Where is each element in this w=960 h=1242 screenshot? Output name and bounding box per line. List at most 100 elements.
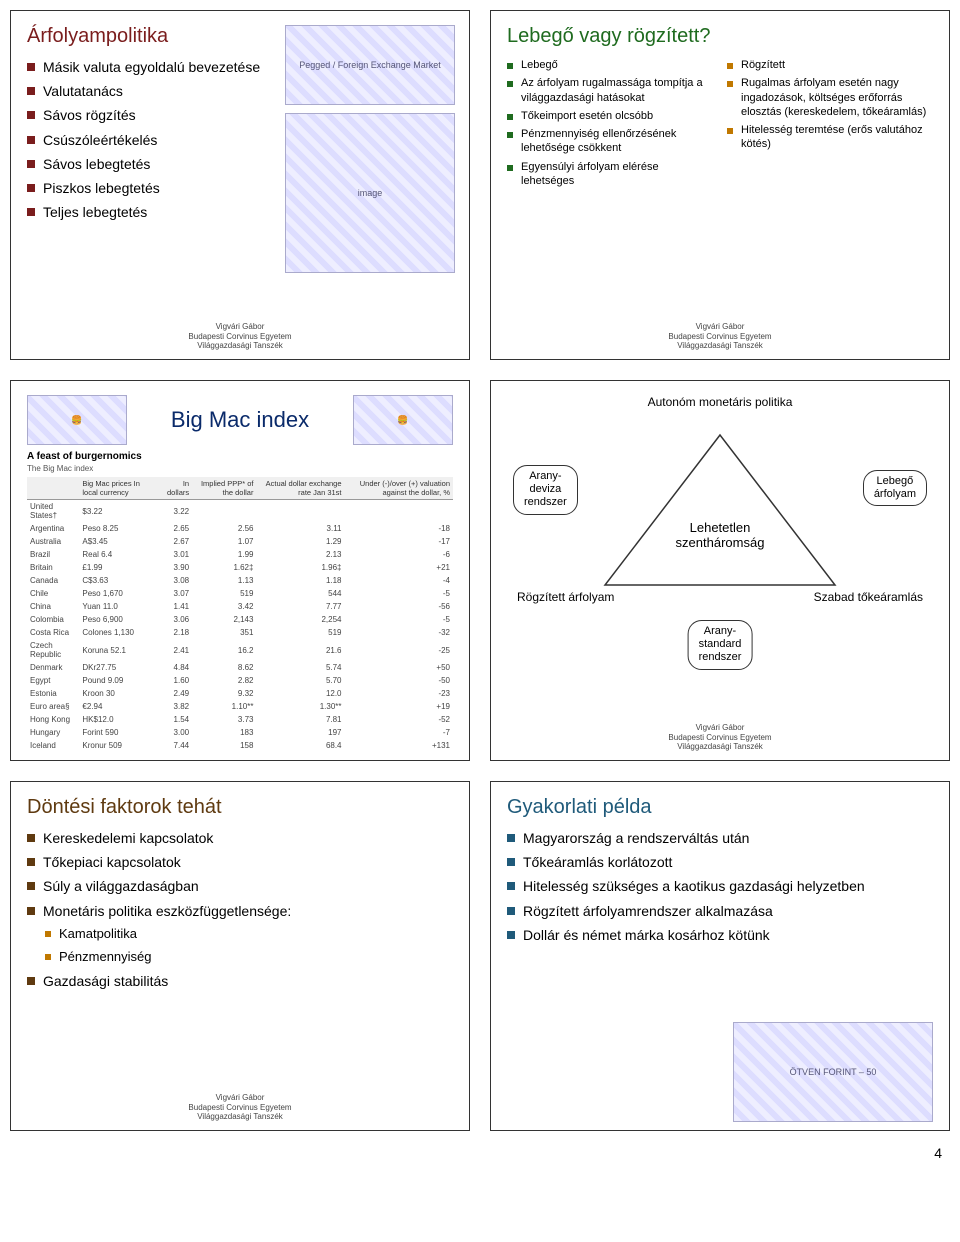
table-cell: Peso 6,900	[79, 613, 159, 626]
table-cell: Pound 9.09	[79, 674, 159, 687]
bullet-icon	[727, 81, 733, 87]
table-header-cell: In dollars	[159, 477, 192, 500]
table-cell: £1.99	[79, 561, 159, 574]
list-item-label: Rögzített árfolyamrendszer alkalmazása	[523, 902, 773, 920]
table-cell: Forint 590	[79, 726, 159, 739]
label-bottom-right: Szabad tőkeáramlás	[814, 590, 923, 604]
table-cell: Kroon 30	[79, 687, 159, 700]
footer-line: Budapesti Corvinus Egyetem	[507, 733, 933, 743]
table-cell: 21.6	[256, 639, 344, 661]
table-cell	[256, 500, 344, 523]
table-row: ArgentinaPeso 8.252.652.563.11-18	[27, 522, 453, 535]
list-item: Az árfolyam rugalmassága tompítja a vilá…	[507, 76, 713, 105]
bigmac-table: Big Mac prices In local currencyIn dolla…	[27, 477, 453, 752]
table-cell: -52	[345, 713, 453, 726]
footer-line: Vigvári Gábor	[27, 1093, 453, 1103]
table-cell: 16.2	[192, 639, 256, 661]
table-cell: 3.90	[159, 561, 192, 574]
table-row: DenmarkDKr27.754.848.625.74+50	[27, 661, 453, 674]
table-cell: Hungary	[27, 726, 79, 739]
list-item-label: Teljes lebegtetés	[43, 203, 147, 221]
footer-line: Budapesti Corvinus Egyetem	[507, 332, 933, 342]
list-item: Monetáris politika eszközfüggetlensége:	[27, 902, 453, 920]
table-cell: Iceland	[27, 739, 79, 752]
table-cell	[192, 500, 256, 523]
list-item-label: Hitelesség szükséges a kaotikus gazdaság…	[523, 877, 865, 895]
table-cell: 5.74	[256, 661, 344, 674]
table-cell: Egypt	[27, 674, 79, 687]
table-body: United States†$3.223.22ArgentinaPeso 8.2…	[27, 500, 453, 753]
table-cell: 1.60	[159, 674, 192, 687]
table-cell: 1.18	[256, 574, 344, 587]
slide2-footer: Vigvári Gábor Budapesti Corvinus Egyetem…	[507, 314, 933, 351]
table-cell: 2.18	[159, 626, 192, 639]
table-cell: 197	[256, 726, 344, 739]
fixed-list: Rögzített Rugalmas árfolyam esetén nagy i…	[727, 58, 933, 152]
table-row: EstoniaKroon 302.499.3212.0-23	[27, 687, 453, 700]
slide5-sublist: KamatpolitikaPénzmennyiség	[45, 926, 453, 966]
slide5-title: Döntési faktorok tehát	[27, 796, 453, 819]
list-item: Tőkeimport esetén olcsóbb	[507, 109, 713, 123]
table-cell	[345, 500, 453, 523]
list-item-label: Monetáris politika eszközfüggetlensége:	[43, 902, 291, 920]
table-cell: 1.13	[192, 574, 256, 587]
list-item-label: Pénzmennyiség ellenőrzésének lehetősége …	[521, 127, 713, 156]
table-cell: 2,254	[256, 613, 344, 626]
bullet-icon	[727, 128, 733, 134]
slide5-list: Kereskedelemi kapcsolatokTőkepiaci kapcs…	[27, 829, 453, 996]
table-row: IcelandKronur 5097.4415868.4+131	[27, 739, 453, 752]
table-cell: -5	[345, 587, 453, 600]
label-bottom-left: Rögzített árfolyam	[517, 590, 614, 604]
column-lebego: Lebegő Az árfolyam rugalmassága tompítja …	[507, 58, 713, 192]
bullet-icon	[507, 882, 515, 890]
list-item: Rögzített	[727, 58, 933, 72]
list-item-label: Sávos rögzítés	[43, 106, 136, 124]
table-cell: -50	[345, 674, 453, 687]
table-cell: Yuan 11.0	[79, 600, 159, 613]
table-cell: 3.22	[159, 500, 192, 523]
table-cell: C$3.63	[79, 574, 159, 587]
table-cell: -6	[345, 548, 453, 561]
table-cell: 2,143	[192, 613, 256, 626]
bubble-aranydeviza: Arany-devizarendszer	[513, 465, 578, 515]
table-cell: 2.49	[159, 687, 192, 700]
table-header-cell: Implied PPP* of the dollar	[192, 477, 256, 500]
list-item-label: Egyensúlyi árfolyam elérése lehetséges	[521, 160, 713, 189]
footer-line: Világgazdasági Tanszék	[507, 742, 933, 752]
table-cell: Real 6.4	[79, 548, 159, 561]
bullet-icon	[507, 858, 515, 866]
bigmac-subcaption: The Big Mac index	[27, 464, 453, 473]
footer-line: Vigvári Gábor	[27, 322, 453, 332]
bullet-icon	[507, 81, 513, 87]
bigmac-header: 🍔 Big Mac index 🍔	[27, 395, 453, 445]
list-item-label: Kereskedelemi kapcsolatok	[43, 829, 213, 847]
table-cell: +50	[345, 661, 453, 674]
list-item: Hitelesség teremtése (erős valutához köt…	[727, 123, 933, 152]
table-header-cell: Actual dollar exchange rate Jan 31st	[256, 477, 344, 500]
table-cell: 2.65	[159, 522, 192, 535]
table-row: ColombiaPeso 6,9003.062,1432,254-5	[27, 613, 453, 626]
table-cell: 183	[192, 726, 256, 739]
table-row: CanadaC$3.633.081.131.18-4	[27, 574, 453, 587]
table-cell: Brazil	[27, 548, 79, 561]
list-item: Kereskedelemi kapcsolatok	[27, 829, 453, 847]
list-item-label: Magyarország a rendszerváltás után	[523, 829, 749, 847]
table-cell: 2.67	[159, 535, 192, 548]
list-item-label: Súly a világgazdaságban	[43, 877, 199, 895]
table-cell: -25	[345, 639, 453, 661]
table-cell: United States†	[27, 500, 79, 523]
list-item: Rugalmas árfolyam esetén nagy ingadozáso…	[727, 76, 933, 119]
table-cell: Australia	[27, 535, 79, 548]
bullet-icon	[507, 931, 515, 939]
bullet-icon	[27, 136, 35, 144]
table-cell: 519	[192, 587, 256, 600]
table-cell: 1.99	[192, 548, 256, 561]
table-cell: 1.96‡	[256, 561, 344, 574]
bullet-icon	[45, 931, 51, 937]
list-item-label: Lebegő	[521, 58, 558, 72]
table-cell: 3.82	[159, 700, 192, 713]
table-cell: 1.41	[159, 600, 192, 613]
table-cell: Costa Rica	[27, 626, 79, 639]
bullet-icon	[27, 977, 35, 985]
bullet-icon	[27, 907, 35, 915]
